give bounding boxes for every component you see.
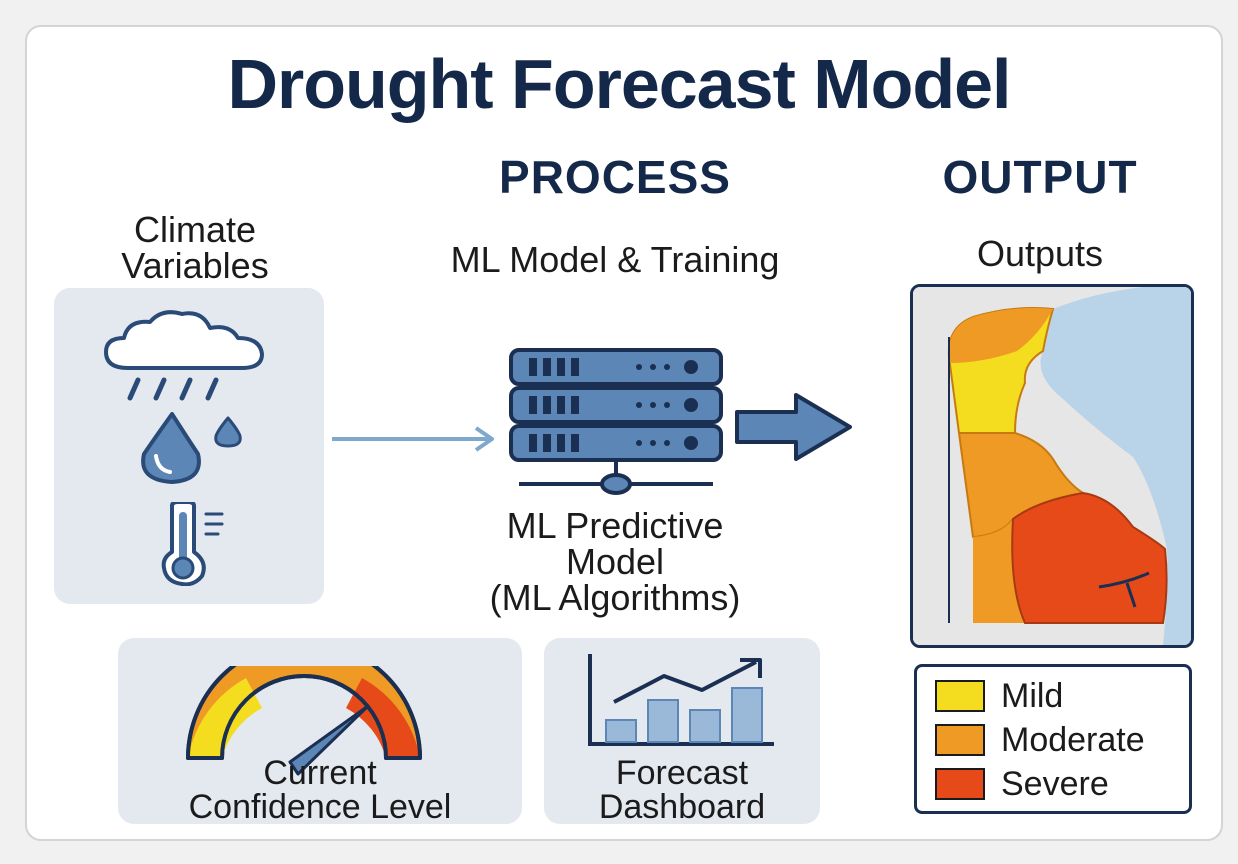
process-subtitle: ML Model & Training <box>450 239 780 280</box>
rain-cloud-icon <box>98 306 274 406</box>
ml-model-line1: ML Predictive <box>506 505 724 546</box>
legend-item-mild: Mild <box>935 676 1064 715</box>
dashboard-label: Forecast Dashboard <box>544 756 820 824</box>
inputs-label-line1: Climate <box>133 209 257 250</box>
thermometer-icon <box>148 502 248 586</box>
confidence-label-line1: Current <box>263 754 377 792</box>
legend-swatch-moderate <box>935 724 985 756</box>
gauge-icon <box>174 666 434 776</box>
legend-label-moderate: Moderate <box>1001 720 1145 759</box>
output-heading: OUTPUT <box>942 151 1138 203</box>
legend-label-severe: Severe <box>1001 764 1109 803</box>
ml-model-line3: (ML Algorithms) <box>489 577 741 618</box>
dashboard-label-line2: Dashboard <box>598 788 766 826</box>
legend-swatch-severe <box>935 768 985 800</box>
legend-item-severe: Severe <box>935 764 1109 803</box>
legend-swatch-mild <box>935 680 985 712</box>
confidence-label: Current Confidence Level <box>118 756 522 824</box>
bar-chart-trend-icon <box>584 652 780 756</box>
legend-item-moderate: Moderate <box>935 720 1145 759</box>
process-heading: PROCESS <box>499 151 731 203</box>
outputs-subtitle: Outputs <box>976 233 1104 274</box>
ml-model-line2: Model <box>565 541 665 582</box>
server-stack-icon <box>505 346 727 498</box>
confidence-panel: Current Confidence Level <box>118 638 522 824</box>
dashboard-label-line1: Forecast <box>615 754 749 792</box>
water-drops-icon <box>136 410 246 486</box>
climate-inputs-panel <box>54 288 324 604</box>
drought-map <box>910 284 1194 648</box>
diagram-title: Drought Forecast Model <box>227 45 1011 123</box>
severity-legend: Mild Moderate Severe <box>914 664 1192 814</box>
inputs-label-line2: Variables <box>121 245 269 286</box>
confidence-label-line2: Confidence Level <box>188 788 452 826</box>
inputs-label: Climate Variables <box>60 212 330 284</box>
ml-model-label: ML Predictive Model (ML Algorithms) <box>430 508 800 616</box>
output-flow-arrow <box>734 392 856 467</box>
input-flow-arrow <box>330 424 500 459</box>
legend-label-mild: Mild <box>1001 676 1064 715</box>
dashboard-panel: Forecast Dashboard <box>544 638 820 824</box>
